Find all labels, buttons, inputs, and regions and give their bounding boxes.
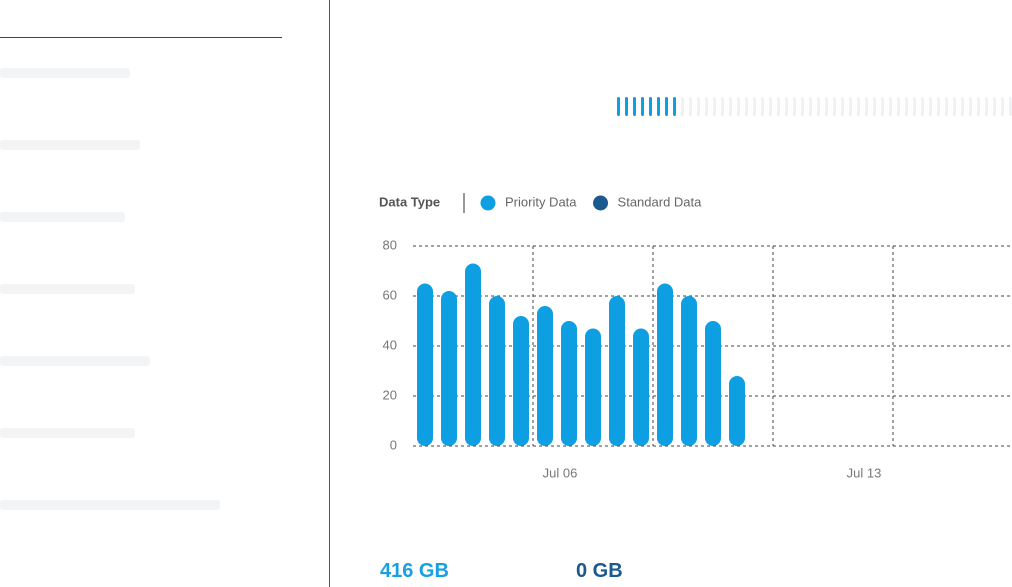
legend-label: Priority Data (505, 194, 577, 209)
progress-tick (953, 97, 956, 116)
progress-tick (617, 97, 620, 116)
progress-tick (737, 97, 740, 116)
progress-tick (937, 97, 940, 116)
progress-tick (777, 97, 780, 116)
summary-value: 0 GB (576, 560, 623, 582)
progress-tick (865, 97, 868, 116)
progress-tick (697, 97, 700, 116)
progress-tick (873, 97, 876, 116)
legend-marker (480, 195, 496, 211)
progress-tick (977, 97, 980, 116)
placeholder (0, 428, 135, 438)
summary-value: 416 GB (380, 560, 449, 582)
progress-tick (753, 97, 756, 116)
progress-tick (889, 97, 892, 116)
sidebar (0, 0, 330, 587)
progress-tick (809, 97, 812, 116)
bar (609, 296, 625, 446)
bar (537, 306, 553, 446)
progress-tick (641, 97, 644, 116)
y-tick-label: 60 (383, 287, 397, 302)
progress-tick (657, 97, 660, 116)
progress-tick (801, 97, 804, 116)
progress-tick (745, 97, 748, 116)
x-tick-label: Jul 13 (847, 465, 882, 480)
legend-title: Data Type (379, 194, 440, 209)
progress-tick (713, 97, 716, 116)
y-tick-label: 40 (383, 337, 397, 352)
progress-tick (769, 97, 772, 116)
legend-label: Standard Data (618, 194, 703, 209)
progress-tick (649, 97, 652, 116)
progress-tick (625, 97, 628, 116)
progress-tick (785, 97, 788, 116)
progress-tick (881, 97, 884, 116)
progress-tick (689, 97, 692, 116)
progress-tick (817, 97, 820, 116)
placeholder (0, 356, 150, 366)
progress-tick (1009, 97, 1012, 116)
progress-tick (721, 97, 724, 116)
progress-tick (1001, 97, 1004, 116)
progress-tick (825, 97, 828, 116)
progress-tick (793, 97, 796, 116)
progress-tick (729, 97, 732, 116)
bar (489, 296, 505, 446)
progress-tick (985, 97, 988, 116)
progress-tick (897, 97, 900, 116)
bar (657, 283, 673, 446)
progress-tick (857, 97, 860, 116)
bar (417, 283, 433, 446)
progress-tick (665, 97, 668, 116)
progress-tick (929, 97, 932, 116)
progress-tick (849, 97, 852, 116)
progress-tick (945, 97, 948, 116)
progress-tick (921, 97, 924, 116)
chart: Data Type Priority Data Standard Data 0 20 4… (379, 97, 1012, 480)
bar (561, 321, 577, 446)
y-tick-label: 0 (390, 437, 397, 452)
progress-tick (993, 97, 996, 116)
placeholder (0, 140, 140, 150)
progress-tick (633, 97, 636, 116)
placeholder (0, 68, 130, 78)
bar (441, 291, 457, 446)
progress-tick (961, 97, 964, 116)
bar (513, 316, 529, 446)
progress-tick (673, 97, 676, 116)
divider (0, 37, 282, 38)
x-tick-label: Jul 06 (543, 465, 578, 480)
legend-marker (593, 195, 609, 211)
bar (633, 328, 649, 446)
progress-tick (841, 97, 844, 116)
bar (729, 376, 745, 446)
progress-tick (681, 97, 684, 116)
y-tick-label: 20 (383, 387, 397, 402)
bar (705, 321, 721, 446)
placeholder (0, 212, 125, 222)
progress-tick (913, 97, 916, 116)
progress-tick (833, 97, 836, 116)
bar (585, 328, 601, 446)
placeholder (0, 500, 220, 510)
y-tick-label: 80 (383, 237, 397, 252)
bar (681, 296, 697, 446)
progress-tick (705, 97, 708, 116)
bar (465, 263, 481, 446)
progress-tick (969, 97, 972, 116)
progress-tick (905, 97, 908, 116)
placeholder (0, 284, 135, 294)
progress-tick (761, 97, 764, 116)
